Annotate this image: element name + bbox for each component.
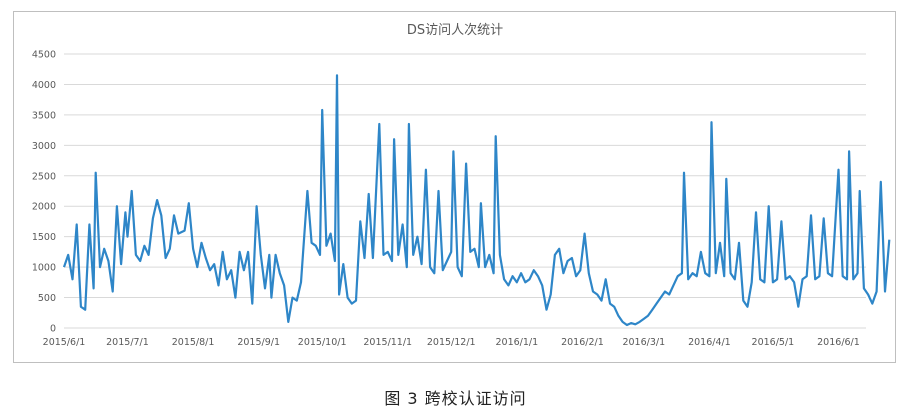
x-tick-label: 2015/6/1 xyxy=(43,337,86,348)
x-tick-label: 2016/6/1 xyxy=(817,337,860,348)
x-tick-label: 2015/7/1 xyxy=(106,337,149,348)
chart-frame: DS访问人次统计 0 500 1000 1500 2000 2500 3000 3500 400… xyxy=(13,11,896,363)
y-tick-label: 4500 xyxy=(32,50,56,61)
x-tick-label: 2016/1/1 xyxy=(496,337,539,348)
y-tick-label: 500 xyxy=(38,293,56,304)
y-tick-label: 1000 xyxy=(32,263,56,274)
y-tick-label: 2500 xyxy=(32,171,56,182)
y-tick-label: 1500 xyxy=(32,232,56,243)
y-tick-label: 3500 xyxy=(32,110,56,121)
series-line xyxy=(62,74,891,327)
chart-title: DS访问人次统计 xyxy=(407,22,503,38)
x-tick-label: 2016/3/1 xyxy=(622,337,665,348)
x-tick-label: 2016/5/1 xyxy=(752,337,795,348)
y-tick-label: 2000 xyxy=(32,202,56,213)
y-tick-label: 3000 xyxy=(32,141,56,152)
x-tick-label: 2015/9/1 xyxy=(237,337,280,348)
x-tick-label: 2015/10/1 xyxy=(298,337,347,348)
figure-caption: 图 3 跨校认证访问 xyxy=(384,389,527,408)
x-tick-label: 2015/8/1 xyxy=(172,337,215,348)
x-tick-label: 2016/2/1 xyxy=(561,337,604,348)
x-tick-label: 2015/12/1 xyxy=(427,337,476,348)
x-tick-label: 2016/4/1 xyxy=(688,337,731,348)
y-tick-label: 4000 xyxy=(32,80,56,91)
y-tick-label: 0 xyxy=(50,324,56,335)
x-tick-label: 2015/11/1 xyxy=(363,337,412,348)
line-chart: DS访问人次统计 0 500 1000 1500 2000 2500 3000 3500 400… xyxy=(32,22,891,348)
